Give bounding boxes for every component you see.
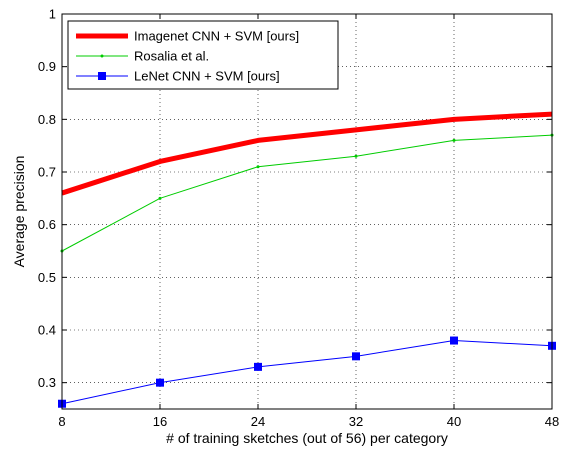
series-layer	[58, 111, 556, 408]
x-tick-label: 24	[251, 414, 265, 429]
legend-marker	[100, 54, 104, 58]
series-1	[61, 111, 553, 196]
y-tick-label: 0.4	[38, 323, 56, 338]
legend-entry: LeNet CNN + SVM [ours]	[76, 69, 280, 84]
x-tick-label: 48	[545, 414, 559, 429]
legend-entry: Rosalia et al.	[76, 49, 209, 64]
x-tick-label: 40	[447, 414, 461, 429]
y-tick-label: 1	[49, 7, 56, 22]
y-tick-label: 0.7	[38, 165, 56, 180]
y-axis-title: Average precision	[11, 156, 27, 268]
x-axis-title: # of training sketches (out of 56) per c…	[166, 430, 448, 446]
y-tick-label: 0.5	[38, 270, 56, 285]
data-point	[256, 165, 260, 169]
legend-marker	[98, 72, 106, 80]
series-line	[61, 340, 553, 405]
data-point	[158, 196, 162, 200]
legend-box	[67, 20, 339, 90]
y-axis: 0.3 0.4 0.5 0.6 0.7 0.8 0.9 1	[38, 7, 552, 390]
x-tick-label: 16	[153, 414, 167, 429]
data-point	[354, 154, 358, 158]
plot-frame	[61, 13, 553, 410]
data-point	[254, 362, 262, 371]
x-tick-label: 8	[58, 414, 65, 429]
y-tick-label: 0.3	[38, 375, 56, 390]
data-point	[450, 336, 458, 345]
data-point	[352, 352, 360, 361]
y-tick-label: 0.9	[38, 59, 56, 74]
legend-entry: Imagenet CNN + SVM [ours]	[76, 29, 299, 44]
data-point	[452, 138, 456, 142]
series-2	[60, 133, 554, 253]
y-tick-label: 0.8	[38, 112, 56, 127]
series-3	[58, 336, 556, 408]
legend: Imagenet CNN + SVM [ours] Rosalia et al. L…	[67, 20, 339, 90]
series-line	[61, 111, 553, 196]
legend-label: LeNet CNN + SVM [ours]	[134, 69, 280, 84]
legend-label: Imagenet CNN + SVM [ours]	[134, 29, 299, 44]
data-point	[156, 378, 164, 387]
y-tick-label: 0.6	[38, 217, 56, 232]
series-line	[61, 134, 553, 252]
x-tick-label: 32	[349, 414, 363, 429]
x-axis: 8 16 24 32 40 48	[58, 14, 559, 429]
legend-label: Rosalia et al.	[134, 49, 209, 64]
